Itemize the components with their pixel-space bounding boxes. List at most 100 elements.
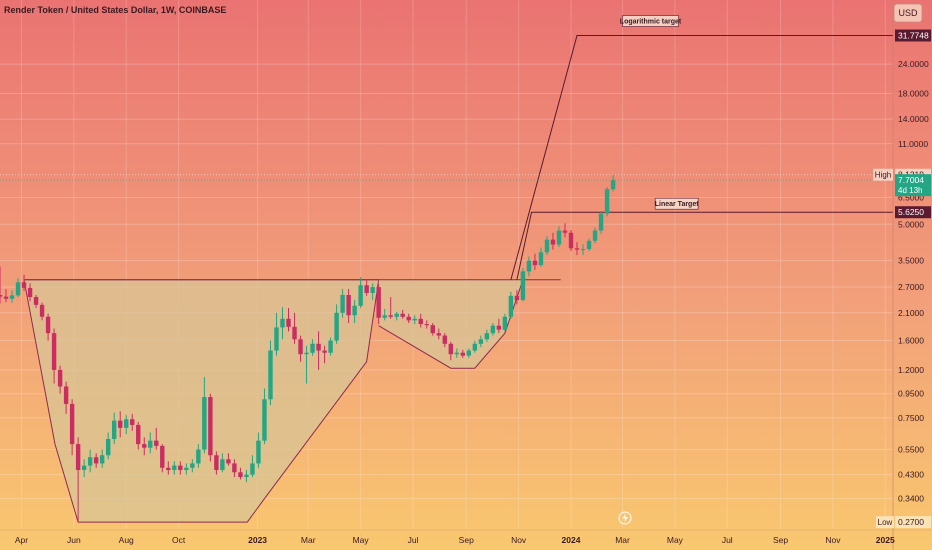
y-tick-label: 2.1000 bbox=[898, 308, 924, 318]
candle-body bbox=[232, 463, 237, 473]
candle-body bbox=[112, 420, 117, 439]
linear-target-annotation: Linear Target bbox=[655, 201, 699, 208]
y-tick-label: 2.7000 bbox=[898, 282, 924, 292]
x-tick-label: Jun bbox=[67, 535, 81, 545]
log-target-value-bg bbox=[895, 29, 931, 42]
low-value-label: 0.2700 bbox=[898, 517, 924, 527]
candle-body bbox=[93, 457, 99, 464]
handle-region bbox=[378, 279, 523, 369]
y-tick-label: 1.2000 bbox=[898, 365, 924, 375]
candle-body bbox=[310, 343, 315, 353]
candle-body bbox=[136, 424, 141, 445]
candle-body bbox=[364, 285, 369, 293]
candle-body bbox=[45, 316, 51, 334]
x-tick-label: Jul bbox=[722, 535, 733, 545]
y-tick-label: 18.0000 bbox=[898, 89, 929, 99]
candle-body bbox=[550, 239, 556, 245]
candle-body bbox=[280, 318, 285, 328]
x-tick-label: 2024 bbox=[562, 535, 581, 545]
candle-body bbox=[544, 239, 550, 253]
current-price-bg bbox=[895, 174, 931, 197]
candle-body bbox=[154, 440, 159, 446]
candle-body bbox=[160, 445, 165, 468]
candle-body bbox=[454, 352, 460, 355]
log-target-annotation: Logarithmic target bbox=[620, 19, 682, 26]
candle-body bbox=[69, 403, 75, 445]
candle-body bbox=[556, 230, 562, 245]
y-tick-label: 0.5500 bbox=[898, 445, 924, 455]
time-axis[interactable]: Apr Jun Aug Oct 2023 Mar May Jul Sep Nov 2024 Mar Ma… bbox=[0, 529, 932, 545]
price-axis[interactable]: 0.3400 0.4300 0.5500 0.7500 0.9500 1.2000 1.60… bbox=[892, 0, 929, 550]
x-tick-label: Sep bbox=[459, 535, 474, 545]
candle-body bbox=[178, 465, 183, 471]
currency-badge[interactable]: USD bbox=[893, 3, 923, 23]
candle-body bbox=[538, 252, 544, 266]
candle-body bbox=[166, 467, 171, 471]
x-tick-label: Sep bbox=[773, 535, 788, 545]
candle-body bbox=[256, 440, 261, 464]
candle-body bbox=[268, 350, 273, 400]
candle-body bbox=[418, 318, 423, 325]
candle-body bbox=[15, 282, 21, 296]
candle-body bbox=[388, 315, 393, 317]
candle-body bbox=[118, 420, 123, 428]
candle-body bbox=[202, 397, 207, 450]
candle-body bbox=[262, 399, 267, 441]
x-tick-label: Mar bbox=[615, 535, 630, 545]
candle-body bbox=[406, 316, 411, 321]
candle-body bbox=[196, 449, 201, 464]
y-tick-label: 6.5000 bbox=[898, 192, 924, 202]
x-tick-label: Aug bbox=[119, 535, 134, 545]
candle-body bbox=[496, 325, 502, 330]
linear-target-annotation-box bbox=[654, 197, 699, 210]
cup-and-handle-pattern bbox=[23, 35, 893, 523]
candle-body bbox=[57, 369, 63, 387]
candle-body bbox=[124, 419, 129, 428]
x-tick-label: Nov bbox=[511, 535, 527, 545]
candle-body bbox=[490, 325, 496, 334]
candle-body bbox=[148, 440, 153, 448]
y-tick-label: 3.5000 bbox=[898, 256, 924, 266]
lightning-icon[interactable] bbox=[618, 511, 632, 525]
candle-body bbox=[0, 294, 3, 297]
candle-body bbox=[436, 333, 441, 336]
linear-projection-line bbox=[516, 211, 893, 280]
candle-body bbox=[142, 444, 147, 448]
candle-body bbox=[75, 444, 81, 471]
candle-body bbox=[466, 350, 472, 356]
candle-body bbox=[508, 295, 514, 317]
candle-body bbox=[208, 397, 213, 456]
y-tick-label: 0.7500 bbox=[898, 413, 924, 423]
candle-body bbox=[580, 249, 586, 251]
candle-body bbox=[322, 350, 327, 353]
currency-label: USD bbox=[898, 8, 918, 18]
candle-body bbox=[472, 343, 478, 351]
candle-body bbox=[226, 459, 231, 464]
candle-body bbox=[352, 305, 357, 316]
candle-body bbox=[346, 294, 351, 316]
candle-body bbox=[286, 318, 291, 327]
candle-body bbox=[520, 271, 526, 301]
candle-body bbox=[130, 419, 135, 425]
candle-body bbox=[430, 325, 435, 334]
y-tick-label: 14.0000 bbox=[898, 114, 929, 124]
x-tick-label: 2025 bbox=[876, 535, 895, 545]
candle-body bbox=[568, 232, 574, 249]
y-tick-label: 1.6000 bbox=[898, 336, 924, 346]
candle-body bbox=[376, 287, 381, 318]
x-tick-label: May bbox=[667, 535, 684, 545]
candle-body bbox=[21, 282, 27, 288]
candle-body bbox=[424, 324, 429, 326]
candle-body bbox=[382, 315, 387, 318]
y-tick-label: 5.0000 bbox=[898, 219, 924, 229]
candle-body bbox=[87, 457, 93, 466]
candle-body bbox=[9, 295, 15, 299]
candle-body bbox=[394, 313, 399, 317]
candle-body bbox=[478, 339, 484, 344]
x-tick-label: Mar bbox=[301, 535, 316, 545]
candle-body bbox=[328, 340, 333, 353]
x-tick-label: 2023 bbox=[248, 535, 267, 545]
candle-body bbox=[27, 287, 33, 298]
